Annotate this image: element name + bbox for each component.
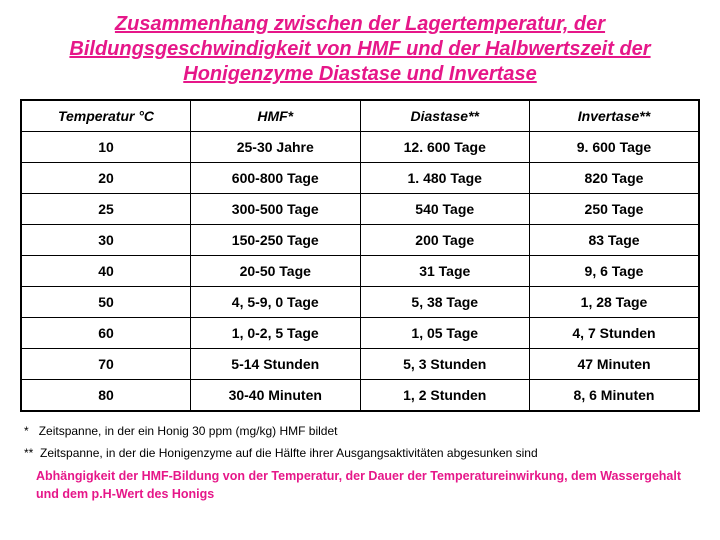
table-row: 30150-250 Tage200 Tage83 Tage: [21, 225, 699, 256]
table-cell: 20-50 Tage: [191, 256, 361, 287]
page-title: Zusammenhang zwischen der Lagertemperatu…: [20, 12, 700, 87]
table-row: 25300-500 Tage540 Tage250 Tage: [21, 194, 699, 225]
table-cell: 25: [21, 194, 191, 225]
footnote-text: Zeitspanne, in der ein Honig 30 ppm (mg/…: [39, 424, 338, 438]
table-cell: 9. 600 Tage: [530, 132, 700, 163]
table-cell: 1, 0-2, 5 Tage: [191, 318, 361, 349]
table-cell: 1, 2 Stunden: [360, 380, 530, 412]
table-row: 8030-40 Minuten1, 2 Stunden8, 6 Minuten: [21, 380, 699, 412]
table-row: 504, 5-9, 0 Tage5, 38 Tage1, 28 Tage: [21, 287, 699, 318]
col-header: Temperatur °C: [21, 100, 191, 132]
footnote-text: Zeitspanne, in der die Honigenzyme auf d…: [40, 446, 538, 460]
table-cell: 20: [21, 163, 191, 194]
table-cell: 70: [21, 349, 191, 380]
footnotes: * Zeitspanne, in der ein Honig 30 ppm (m…: [24, 422, 696, 462]
table-cell: 300-500 Tage: [191, 194, 361, 225]
table-cell: 80: [21, 380, 191, 412]
table-cell: 5, 3 Stunden: [360, 349, 530, 380]
table-cell: 25-30 Jahre: [191, 132, 361, 163]
table-row: 4020-50 Tage31 Tage9, 6 Tage: [21, 256, 699, 287]
col-header: Invertase**: [530, 100, 700, 132]
table-cell: 600-800 Tage: [191, 163, 361, 194]
table-cell: 83 Tage: [530, 225, 700, 256]
table-body: 1025-30 Jahre12. 600 Tage9. 600 Tage2060…: [21, 132, 699, 412]
col-header: HMF*: [191, 100, 361, 132]
table-cell: 820 Tage: [530, 163, 700, 194]
table-cell: 10: [21, 132, 191, 163]
table-cell: 31 Tage: [360, 256, 530, 287]
table-row: 705-14 Stunden5, 3 Stunden47 Minuten: [21, 349, 699, 380]
table-cell: 540 Tage: [360, 194, 530, 225]
table-cell: 8, 6 Minuten: [530, 380, 700, 412]
table-row: 20600-800 Tage1. 480 Tage820 Tage: [21, 163, 699, 194]
table-cell: 30-40 Minuten: [191, 380, 361, 412]
table-cell: 60: [21, 318, 191, 349]
table-cell: 1, 28 Tage: [530, 287, 700, 318]
table-cell: 250 Tage: [530, 194, 700, 225]
conclusion-text: Abhängigkeit der HMF-Bildung von der Tem…: [36, 468, 694, 503]
table-cell: 1. 480 Tage: [360, 163, 530, 194]
footnote-marker: *: [24, 424, 29, 438]
table-cell: 30: [21, 225, 191, 256]
table-cell: 5-14 Stunden: [191, 349, 361, 380]
table-cell: 150-250 Tage: [191, 225, 361, 256]
table-row: 601, 0-2, 5 Tage1, 05 Tage4, 7 Stunden: [21, 318, 699, 349]
footnote-marker: **: [24, 446, 33, 460]
table-cell: 4, 5-9, 0 Tage: [191, 287, 361, 318]
footnote-2: ** Zeitspanne, in der die Honigenzyme au…: [24, 444, 696, 462]
table-cell: 47 Minuten: [530, 349, 700, 380]
table-cell: 5, 38 Tage: [360, 287, 530, 318]
table-cell: 12. 600 Tage: [360, 132, 530, 163]
footnote-1: * Zeitspanne, in der ein Honig 30 ppm (m…: [24, 422, 696, 440]
table-cell: 9, 6 Tage: [530, 256, 700, 287]
table-cell: 1, 05 Tage: [360, 318, 530, 349]
table-cell: 40: [21, 256, 191, 287]
data-table: Temperatur °C HMF* Diastase** Invertase*…: [20, 99, 700, 412]
table-row: 1025-30 Jahre12. 600 Tage9. 600 Tage: [21, 132, 699, 163]
table-header-row: Temperatur °C HMF* Diastase** Invertase*…: [21, 100, 699, 132]
table-cell: 200 Tage: [360, 225, 530, 256]
table-cell: 4, 7 Stunden: [530, 318, 700, 349]
slide-container: Zusammenhang zwischen der Lagertemperatu…: [0, 0, 720, 513]
table-cell: 50: [21, 287, 191, 318]
col-header: Diastase**: [360, 100, 530, 132]
